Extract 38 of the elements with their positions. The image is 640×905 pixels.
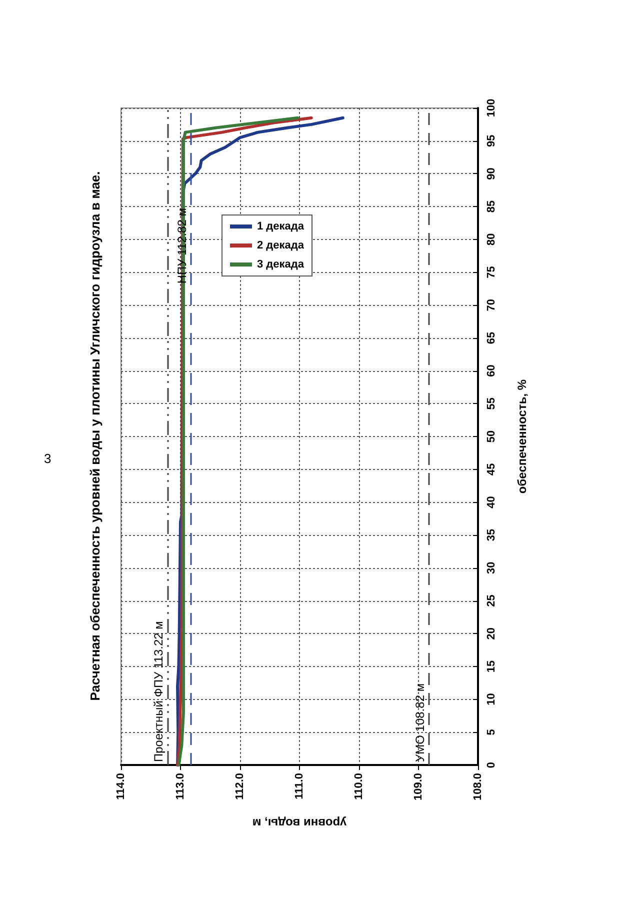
y-tick-label: 50 [486,430,498,443]
y-tick-label: 5 [486,729,498,736]
legend-label: 2 декада [257,240,305,252]
ref-line-label: УМО 108.82 м [413,683,428,762]
y-tick-label: 75 [486,266,498,278]
y-tick-label: 10 [486,693,498,706]
y-axis-title: обеспеченность, % [515,379,529,494]
y-tick-label: 95 [486,134,498,147]
x-tick-label: 109.0 [412,773,424,801]
y-tick-label: 15 [486,660,498,673]
x-tick-label: 112.0 [234,773,246,800]
y-tick-label: 60 [486,364,498,377]
y-tick-label: 90 [486,168,498,180]
y-tick-label: 0 [486,762,498,768]
ref-line-label: НПУ 112.82 м [175,208,190,284]
x-tick-label: 111.0 [294,773,306,800]
y-tick-label: 65 [486,332,498,344]
y-tick-label: 80 [486,233,498,246]
x-tick-label: 108.0 [472,773,484,801]
legend-label: 1 декада [257,220,305,232]
x-tick-label: 110.0 [353,773,365,800]
x-tick-label: 113.0 [174,773,186,800]
y-tick-label: 85 [486,200,498,213]
y-tick-label: 40 [486,496,498,508]
y-tick-label: 35 [486,528,498,542]
y-tick-label: 70 [486,298,498,312]
y-tick-label: 20 [486,627,498,640]
y-tick-label: 100 [486,98,498,118]
text: Расчетная обеспеченность уровней воды у плотины Угличского гидроузла в мае. [88,171,102,701]
x-axis-title: уровни воды, м [252,816,347,830]
y-tick-label: 45 [486,463,498,476]
ref-line-label: Проектный ФПУ 113.22 м [151,621,166,762]
text: 3 [44,451,52,466]
legend-label: 3 декада [257,258,305,270]
y-tick-label: 30 [486,562,498,574]
x-tick-label: 114.0 [115,773,127,800]
y-tick-label: 55 [486,398,498,410]
y-tick-label: 25 [486,594,498,607]
